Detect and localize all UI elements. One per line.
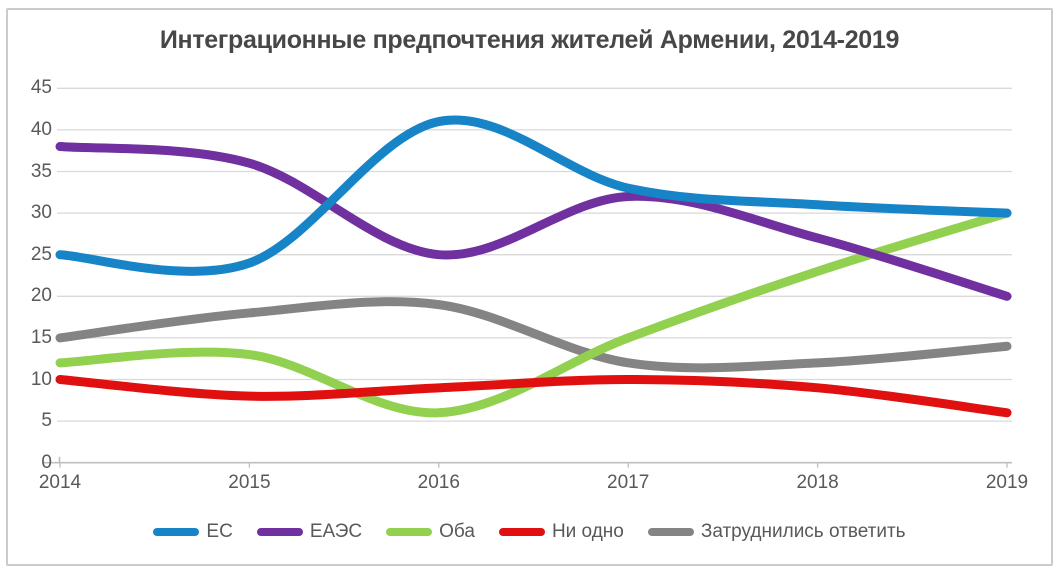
- legend-item-zatrudnilis: Затруднились ответить: [647, 521, 906, 543]
- y-tick-label: 15: [30, 326, 52, 348]
- legend-item-eaes: ЕАЭС: [256, 521, 363, 543]
- y-tick-label: 40: [30, 118, 52, 140]
- series-line-zatrudnilis: [55, 297, 1012, 373]
- chart-title: Интеграционные предпочтения жителей Арме…: [159, 26, 900, 54]
- legend-marker-ni-odno: [498, 528, 545, 536]
- x-tick-label: 2014: [38, 471, 82, 493]
- y-tick-label: 45: [30, 77, 52, 99]
- legend-item-oba: Оба: [386, 521, 475, 543]
- series-line-ni-odno: [55, 375, 1012, 418]
- y-tick-label: 35: [30, 160, 52, 182]
- y-tick-label: 10: [30, 368, 52, 390]
- x-tick-label: 2015: [228, 471, 271, 493]
- y-tick-label: 25: [30, 243, 52, 265]
- legend-marker-eaes: [256, 528, 303, 536]
- y-tick-label: 0: [41, 451, 52, 473]
- legend-label-zatrudnilis: Затруднились ответить: [700, 521, 906, 542]
- y-tick-label: 20: [30, 285, 52, 307]
- legend-item-ec: ЕС: [153, 521, 233, 543]
- legend-label-ni-odno: Ни одно: [551, 521, 624, 542]
- legend-label-eaes: ЕАЭС: [309, 521, 363, 542]
- y-tick-label: 5: [41, 410, 52, 432]
- chart-border: [6, 8, 1053, 566]
- series-line-ec: [55, 115, 1012, 276]
- legend: ЕС ЕАЭС Оба Ни одно Затруднились ответить: [0, 521, 1059, 543]
- legend-item-ni-odno: Ни одно: [498, 521, 624, 543]
- legend-marker-ec: [153, 528, 200, 536]
- y-tick-label: 30: [30, 202, 52, 224]
- x-tick-label: 2017: [607, 471, 650, 493]
- legend-marker-zatrudnilis: [647, 528, 694, 536]
- legend-label-oba: Оба: [439, 521, 475, 542]
- legend-marker-oba: [386, 528, 433, 536]
- legend-label-ec: ЕС: [206, 521, 233, 542]
- x-tick-label: 2016: [417, 471, 460, 493]
- x-tick-label: 2018: [796, 471, 839, 493]
- x-tick-label: 2019: [985, 471, 1029, 493]
- series-line-eaes: [55, 142, 1012, 301]
